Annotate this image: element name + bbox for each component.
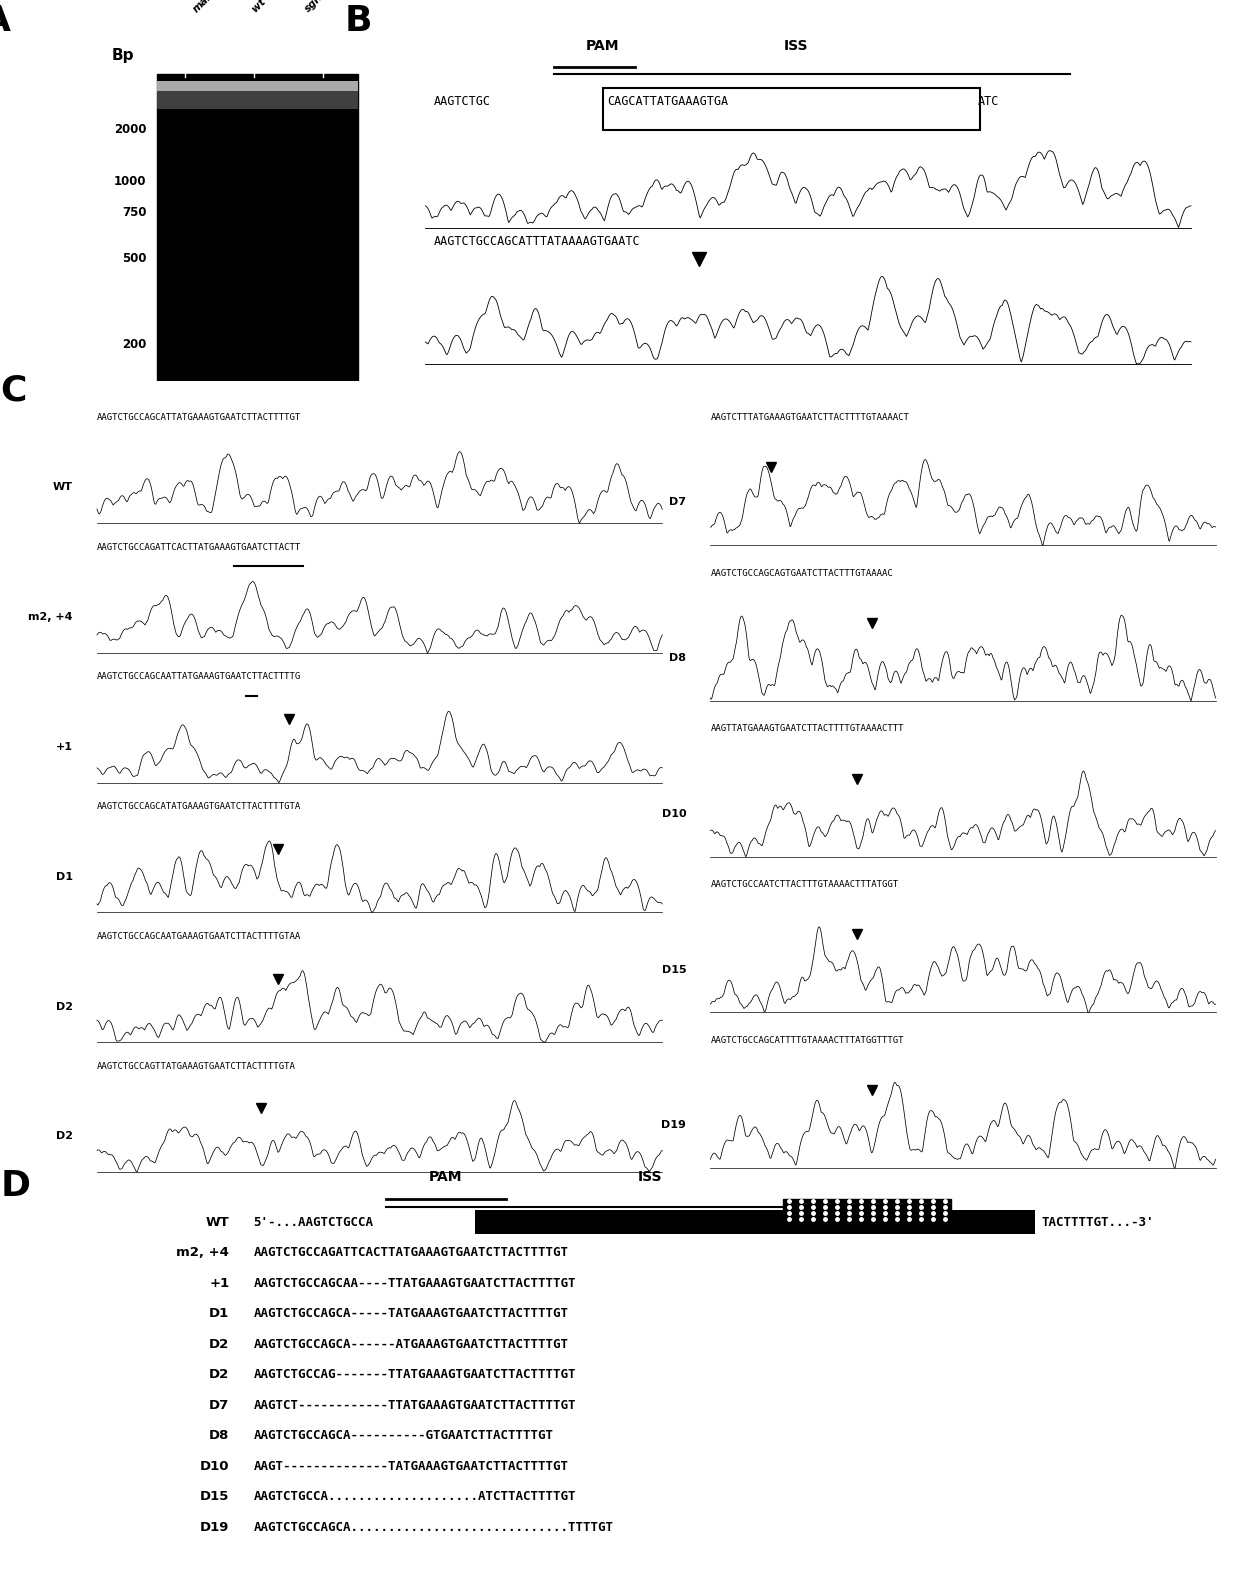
Bar [156, 73, 358, 381]
Text: D19: D19 [661, 1120, 687, 1130]
Text: D2: D2 [56, 1001, 73, 1012]
Text: C: C [1, 373, 27, 408]
Text: +1: +1 [56, 742, 73, 752]
Text: TACTTTTGT...-3': TACTTTTGT...-3' [1042, 1216, 1153, 1228]
Text: m2, +4: m2, +4 [176, 1246, 229, 1258]
Text: D1: D1 [210, 1308, 229, 1320]
Text: D2: D2 [56, 1131, 73, 1141]
Text: AAGTCT------------TTATGAAAGTGAATCTTACTTTTGT: AAGTCT------------TTATGAAAGTGAATCTTACTTT… [253, 1398, 575, 1411]
Text: 200: 200 [122, 338, 146, 351]
Text: D2: D2 [210, 1368, 229, 1381]
Text: 5'-...AAGTCTGCCA: 5'-...AAGTCTGCCA [253, 1216, 373, 1228]
Text: AAGTCTGCCAGCAATTATGAAAGTGAATCTTACTTTTG: AAGTCTGCCAGCAATTATGAAAGTGAATCTTACTTTTG [97, 672, 301, 682]
Text: D19: D19 [200, 1521, 229, 1533]
Text: PAM: PAM [585, 38, 620, 52]
Text: PAM: PAM [429, 1170, 463, 1184]
Text: AAGTCTGCCAGCAGTGAATCTTACTTTGTAAAAC: AAGTCTGCCAGCAGTGAATCTTACTTTGTAAAAC [711, 569, 893, 577]
Text: A: A [0, 3, 11, 38]
Text: D1: D1 [56, 872, 73, 882]
Bar [475, 1209, 1035, 1235]
Text: AAGTCTGCCAGCATTTATAAAAGTGAATC: AAGTCTGCCAGCATTTATAAAAGTGAATC [434, 235, 640, 248]
Text: AAGTCTGCCAGCA.............................TTTTGT: AAGTCTGCCAGCA...........................… [253, 1521, 614, 1533]
Bar [782, 1200, 951, 1222]
Text: AAGTCTGC: AAGTCTGC [434, 95, 490, 108]
Text: AAGTCTGCCA....................ATCTTACTTTTGT: AAGTCTGCCA....................ATCTTACTTT… [253, 1490, 575, 1503]
Text: AAGT--------------TATGAAAGTGAATCTTACTTTTGT: AAGT--------------TATGAAAGTGAATCTTACTTTT… [253, 1460, 568, 1473]
Text: AAGTCTGCCAGTTATGAAAGTGAATCTTACTTTTGTA: AAGTCTGCCAGTTATGAAAGTGAATCTTACTTTTGTA [97, 1061, 296, 1071]
Text: D: D [1, 1170, 31, 1203]
Text: AAGTCTGCCAGCA----------GTGAATCTTACTTTTGT: AAGTCTGCCAGCA----------GTGAATCTTACTTTTGT [253, 1430, 553, 1443]
Text: AAGTCTTTATGAAAGTGAATCTTACTTTTGTAAAACT: AAGTCTTTATGAAAGTGAATCTTACTTTTGTAAAACT [711, 413, 909, 421]
Bar [604, 87, 980, 130]
Text: D7: D7 [670, 497, 687, 507]
Text: 750: 750 [122, 205, 146, 219]
Text: AAGTCTGCCAGCATTATGAAAGTGAATCTTACTTTTGT: AAGTCTGCCAGCATTATGAAAGTGAATCTTACTTTTGT [97, 413, 301, 421]
Text: +1: +1 [210, 1278, 229, 1290]
Bar [156, 81, 358, 91]
Text: ATC: ATC [977, 95, 998, 108]
Text: 500: 500 [122, 251, 146, 265]
Text: marker: marker [191, 0, 228, 14]
Text: AAGTCTGCCAGATTCACTTATGAAAGTGAATCTTACTTTTGT: AAGTCTGCCAGATTCACTTATGAAAGTGAATCTTACTTTT… [253, 1246, 568, 1258]
Text: D15: D15 [662, 965, 687, 974]
Text: CAGCATTATGAAAGTGA: CAGCATTATGAAAGTGA [608, 95, 729, 108]
Text: D7: D7 [210, 1398, 229, 1411]
Text: AAGTTATGAAAGTGAATCTTACTTTTGTAAAACTTT: AAGTTATGAAAGTGAATCTTACTTTTGTAAAACTTT [711, 725, 904, 733]
Text: AAGTCTGCCAGCA------ATGAAAGTGAATCTTACTTTTGT: AAGTCTGCCAGCA------ATGAAAGTGAATCTTACTTTT… [253, 1338, 568, 1351]
Text: sgRNAgingoln: sgRNAgingoln [303, 0, 367, 14]
Bar [156, 87, 358, 108]
Text: B: B [345, 3, 372, 38]
Text: AAGTCTGCCAGCATATGAAAGTGAATCTTACTTTTGTA: AAGTCTGCCAGCATATGAAAGTGAATCTTACTTTTGTA [97, 802, 301, 810]
Text: 2000: 2000 [114, 122, 146, 135]
Text: m2, +4: m2, +4 [29, 612, 73, 623]
Text: WT: WT [53, 483, 73, 493]
Text: AAGTCTGCCAGCATTTTGTAAAACTTTATGGTTTGT: AAGTCTGCCAGCATTTTGTAAAACTTTATGGTTTGT [711, 1036, 904, 1044]
Text: 1000: 1000 [114, 175, 146, 188]
Text: D10: D10 [200, 1460, 229, 1473]
Text: D8: D8 [208, 1430, 229, 1443]
Text: AAGTCTGCCAGATTCACTTATGAAAGTGAATCTTACTT: AAGTCTGCCAGATTCACTTATGAAAGTGAATCTTACTT [97, 542, 301, 551]
Text: D8: D8 [670, 653, 687, 663]
Text: AAGTCTGCCAGCAATGAAAGTGAATCTTACTTTTGTAA: AAGTCTGCCAGCAATGAAAGTGAATCTTACTTTTGTAA [97, 931, 301, 941]
Text: AAGTCTGCCAATCTTACTTTGTAAAACTTTATGGT: AAGTCTGCCAATCTTACTTTGTAAAACTTTATGGT [711, 880, 899, 888]
Text: ISS: ISS [784, 38, 808, 52]
Text: WT: WT [206, 1216, 229, 1228]
Text: AAGTCTGCCAG-------TTATGAAAGTGAATCTTACTTTTGT: AAGTCTGCCAG-------TTATGAAAGTGAATCTTACTTT… [253, 1368, 575, 1381]
Text: ISS: ISS [639, 1170, 662, 1184]
Text: D10: D10 [662, 809, 687, 818]
Text: AAGTCTGCCAGCAA----TTATGAAAGTGAATCTTACTTTTGT: AAGTCTGCCAGCAA----TTATGAAAGTGAATCTTACTTT… [253, 1278, 575, 1290]
Text: D15: D15 [200, 1490, 229, 1503]
Text: D2: D2 [210, 1338, 229, 1351]
Text: Bp: Bp [112, 48, 134, 62]
Text: AAGTCTGCCAGCA-----TATGAAAGTGAATCTTACTTTTGT: AAGTCTGCCAGCA-----TATGAAAGTGAATCTTACTTTT… [253, 1308, 568, 1320]
Text: wt HEK293: wt HEK293 [250, 0, 303, 14]
